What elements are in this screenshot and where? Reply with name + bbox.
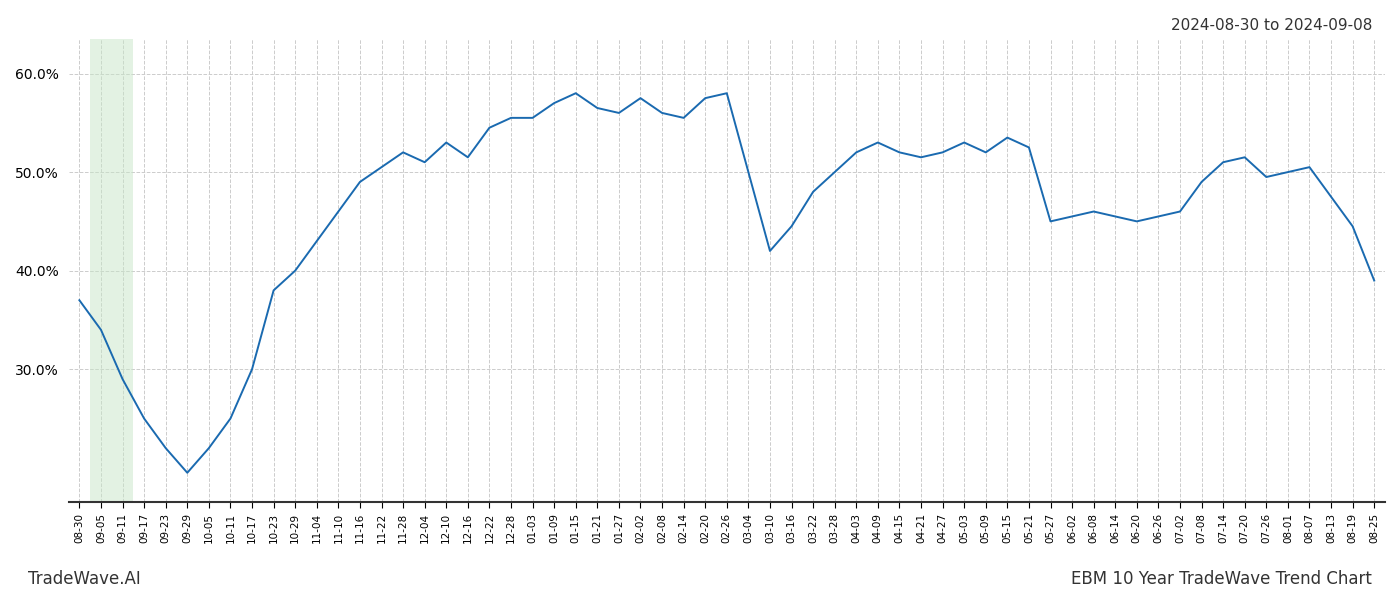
- Bar: [90, 39, 133, 502]
- Text: EBM 10 Year TradeWave Trend Chart: EBM 10 Year TradeWave Trend Chart: [1071, 570, 1372, 588]
- Text: 2024-08-30 to 2024-09-08: 2024-08-30 to 2024-09-08: [1170, 18, 1372, 33]
- Text: TradeWave.AI: TradeWave.AI: [28, 570, 141, 588]
